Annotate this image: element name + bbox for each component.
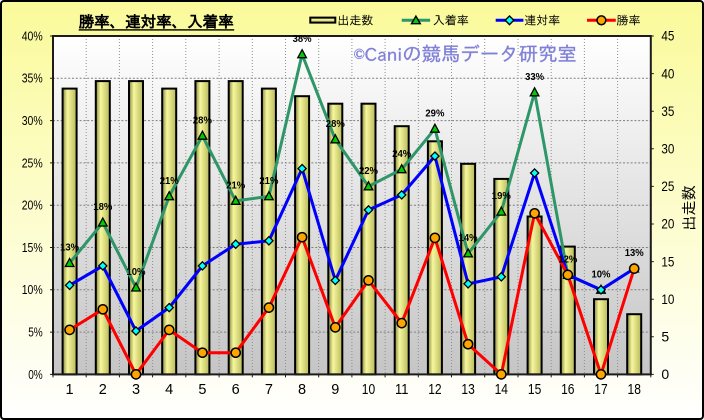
svg-text:21%: 21%	[259, 175, 279, 187]
svg-text:21%: 21%	[226, 179, 246, 191]
svg-text:25%: 25%	[22, 155, 43, 170]
svg-text:10%: 10%	[22, 282, 43, 297]
svg-text:24%: 24%	[392, 148, 412, 160]
svg-text:9: 9	[331, 382, 339, 398]
svg-text:38%: 38%	[293, 33, 313, 45]
svg-text:18%: 18%	[93, 201, 113, 213]
svg-text:15%: 15%	[22, 240, 43, 255]
svg-text:10%: 10%	[127, 266, 147, 278]
svg-text:1: 1	[66, 382, 74, 398]
svg-text:12: 12	[428, 382, 441, 398]
svg-text:14%: 14%	[459, 232, 479, 244]
svg-text:17: 17	[594, 382, 607, 398]
svg-text:10%: 10%	[592, 268, 612, 280]
svg-text:3: 3	[132, 382, 140, 398]
svg-text:20%: 20%	[22, 198, 43, 213]
svg-text:25: 25	[661, 178, 674, 194]
svg-text:5: 5	[661, 329, 669, 345]
svg-text:21%: 21%	[160, 175, 180, 187]
svg-text:33%: 33%	[525, 71, 545, 83]
svg-text:12%: 12%	[558, 253, 578, 265]
svg-text:35%: 35%	[22, 71, 43, 86]
svg-text:5: 5	[198, 382, 206, 398]
svg-text:30%: 30%	[22, 113, 43, 128]
svg-text:18: 18	[628, 382, 641, 398]
svg-text:20: 20	[661, 216, 674, 232]
svg-text:14: 14	[495, 382, 508, 398]
svg-text:10: 10	[661, 291, 674, 307]
svg-text:13%: 13%	[60, 242, 80, 254]
svg-text:0%: 0%	[28, 367, 43, 382]
svg-text:13: 13	[461, 382, 474, 398]
svg-text:0: 0	[661, 366, 669, 382]
svg-text:15: 15	[661, 253, 674, 269]
svg-text:7: 7	[265, 382, 273, 398]
svg-text:13%: 13%	[625, 247, 645, 259]
svg-text:28%: 28%	[193, 114, 213, 126]
svg-text:19%: 19%	[492, 190, 512, 202]
svg-text:15: 15	[528, 382, 541, 398]
svg-text:40%: 40%	[22, 28, 43, 43]
svg-text:2: 2	[99, 382, 107, 398]
svg-text:45: 45	[661, 28, 674, 44]
svg-text:35: 35	[661, 103, 674, 119]
svg-text:5%: 5%	[28, 325, 43, 340]
svg-text:22%: 22%	[359, 165, 379, 177]
svg-text:16: 16	[561, 382, 574, 398]
svg-text:8: 8	[298, 382, 306, 398]
svg-text:4: 4	[165, 382, 173, 398]
svg-text:11: 11	[395, 382, 408, 398]
svg-text:28%: 28%	[326, 118, 346, 130]
svg-text:6: 6	[232, 382, 240, 398]
svg-text:30: 30	[661, 141, 674, 157]
svg-text:40: 40	[661, 65, 674, 81]
svg-text:29%: 29%	[425, 107, 445, 119]
svg-text:10: 10	[362, 382, 375, 398]
